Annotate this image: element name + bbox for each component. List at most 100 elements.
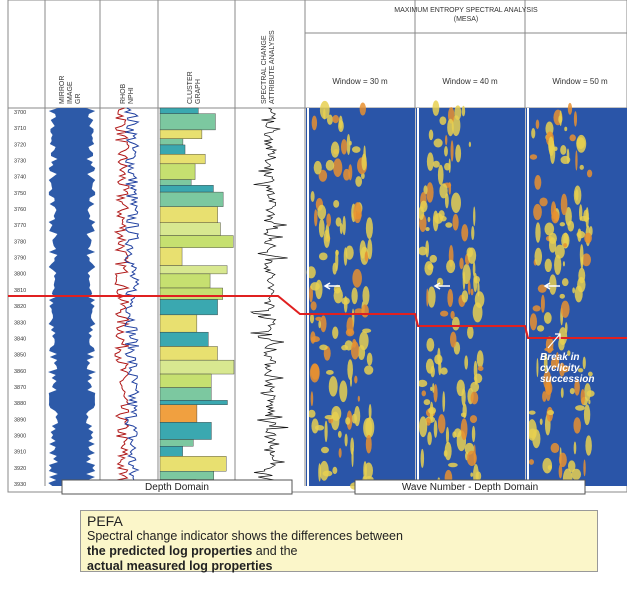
- depth-label: 3850: [14, 353, 26, 359]
- mesa-blob: [471, 392, 479, 405]
- mesa-blob: [571, 469, 581, 480]
- cluster-bar: [160, 400, 227, 404]
- column-header: ATTRIBUTE ANALYSIS: [269, 30, 276, 104]
- mesa-blob: [530, 154, 537, 160]
- mesa-blob: [333, 200, 339, 208]
- cluster-bar: [160, 145, 185, 154]
- mesa-blob: [574, 441, 577, 454]
- mesa-blob: [345, 434, 348, 447]
- mesa-blob: [457, 380, 465, 397]
- mesa-blob: [447, 119, 454, 136]
- mesa-blob: [432, 100, 439, 116]
- mesa-blob: [308, 410, 316, 418]
- mesa-blob: [329, 376, 338, 396]
- mesa-blob: [354, 406, 360, 426]
- mesa-blob: [455, 144, 461, 162]
- cluster-bar: [160, 180, 191, 186]
- mesa-blob: [549, 237, 556, 252]
- mesa-blob: [324, 421, 327, 443]
- mesa-blob: [346, 317, 353, 335]
- mesa-blob: [585, 435, 591, 455]
- mesa-blob: [470, 382, 479, 392]
- mesa-blob: [433, 161, 440, 168]
- mesa-blob: [462, 290, 468, 302]
- mesa-blob: [439, 116, 446, 125]
- mesa-blob: [429, 130, 433, 141]
- column-header: GR: [75, 94, 82, 105]
- mesa-blob: [366, 217, 373, 239]
- mesa-blob: [366, 435, 372, 454]
- mesa-blob: [537, 325, 544, 332]
- depth-label: 3910: [14, 450, 26, 456]
- mesa-blob: [468, 280, 471, 294]
- mesa-blob: [424, 399, 431, 405]
- mesa-blob: [562, 278, 569, 286]
- mesa-blob: [438, 414, 446, 433]
- mesa-blob: [318, 320, 321, 328]
- mesa-blob: [535, 222, 540, 243]
- mesa-blob: [445, 135, 447, 145]
- cluster-bar: [160, 192, 223, 207]
- mesa-blob: [364, 365, 373, 374]
- mesa-blob: [470, 473, 473, 477]
- mesa-blob: [581, 257, 584, 270]
- mesa-blob: [463, 271, 466, 289]
- mesa-blob: [419, 416, 427, 437]
- mesa-blob: [445, 222, 452, 227]
- mesa-blob: [579, 204, 582, 221]
- mesa-blob: [367, 353, 373, 366]
- mesa-blob: [358, 396, 360, 402]
- depth-label: 3760: [14, 207, 26, 213]
- mesa-blob: [450, 311, 454, 319]
- depth-label: 3730: [14, 159, 26, 165]
- mesa-blob: [471, 226, 474, 240]
- mesa-blob: [339, 448, 342, 458]
- mesa-blob: [475, 291, 485, 308]
- mesa-blob: [332, 467, 337, 474]
- mesa-blob: [362, 286, 369, 305]
- cluster-bar: [160, 248, 182, 266]
- mesa-blob: [575, 405, 585, 411]
- mesa-blob: [565, 322, 568, 333]
- cluster-bar: [160, 288, 223, 299]
- mesa-blob: [473, 262, 476, 277]
- mesa-blob: [421, 449, 425, 468]
- mesa-blob: [310, 363, 320, 382]
- mesa-blob: [470, 415, 477, 423]
- mesa-blob: [426, 182, 433, 202]
- mesa-title: (MESA): [454, 16, 479, 23]
- column-header: GRAPH: [195, 79, 202, 104]
- depth-label: 3790: [14, 256, 26, 262]
- cluster-bar: [160, 332, 208, 346]
- mesa-blob: [424, 261, 433, 275]
- mesa-blob: [320, 316, 326, 333]
- mesa-blob: [338, 431, 342, 438]
- mesa-blob: [535, 248, 543, 266]
- depth-label: 3900: [14, 433, 26, 439]
- mesa-blob: [551, 211, 559, 224]
- mesa-blob: [474, 374, 482, 384]
- cluster-bar: [160, 266, 227, 274]
- mesa-blob: [533, 204, 542, 220]
- mesa-blob: [314, 209, 317, 226]
- mesa-blob: [438, 165, 444, 185]
- mesa-blob: [426, 359, 434, 374]
- mesa-blob: [341, 139, 347, 154]
- mesa-blob: [361, 304, 369, 317]
- mesa-blob: [563, 243, 567, 247]
- mesa-blob: [558, 115, 562, 123]
- mesa-blob: [471, 289, 474, 296]
- figure: MIRRORIMAGEGRRHOBNPHICLUSTERGRAPHSPECTRA…: [0, 0, 627, 610]
- depth-label: 3880: [14, 401, 26, 407]
- mesa-blob: [446, 260, 455, 273]
- mesa-blob: [536, 358, 538, 377]
- mesa-blob: [442, 391, 445, 412]
- cluster-bar: [160, 164, 195, 180]
- mesa-blob: [559, 453, 567, 467]
- mesa-blob: [319, 218, 325, 237]
- mesa-blob: [428, 217, 431, 223]
- domain-label: Wave Number - Depth Domain: [402, 482, 538, 493]
- cluster-bar: [160, 108, 198, 114]
- cluster-bar: [160, 388, 211, 401]
- mesa-blob: [444, 146, 448, 157]
